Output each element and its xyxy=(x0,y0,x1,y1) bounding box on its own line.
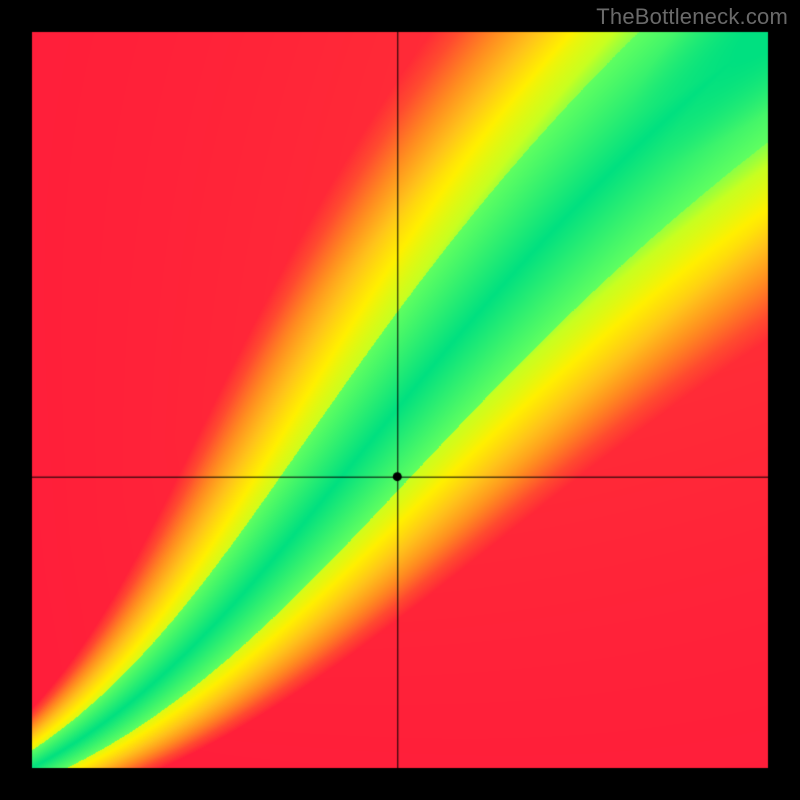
chart-container: TheBottleneck.com xyxy=(0,0,800,800)
heatmap-canvas xyxy=(0,0,800,800)
plot-wrap xyxy=(0,0,800,800)
watermark-text: TheBottleneck.com xyxy=(596,4,788,30)
